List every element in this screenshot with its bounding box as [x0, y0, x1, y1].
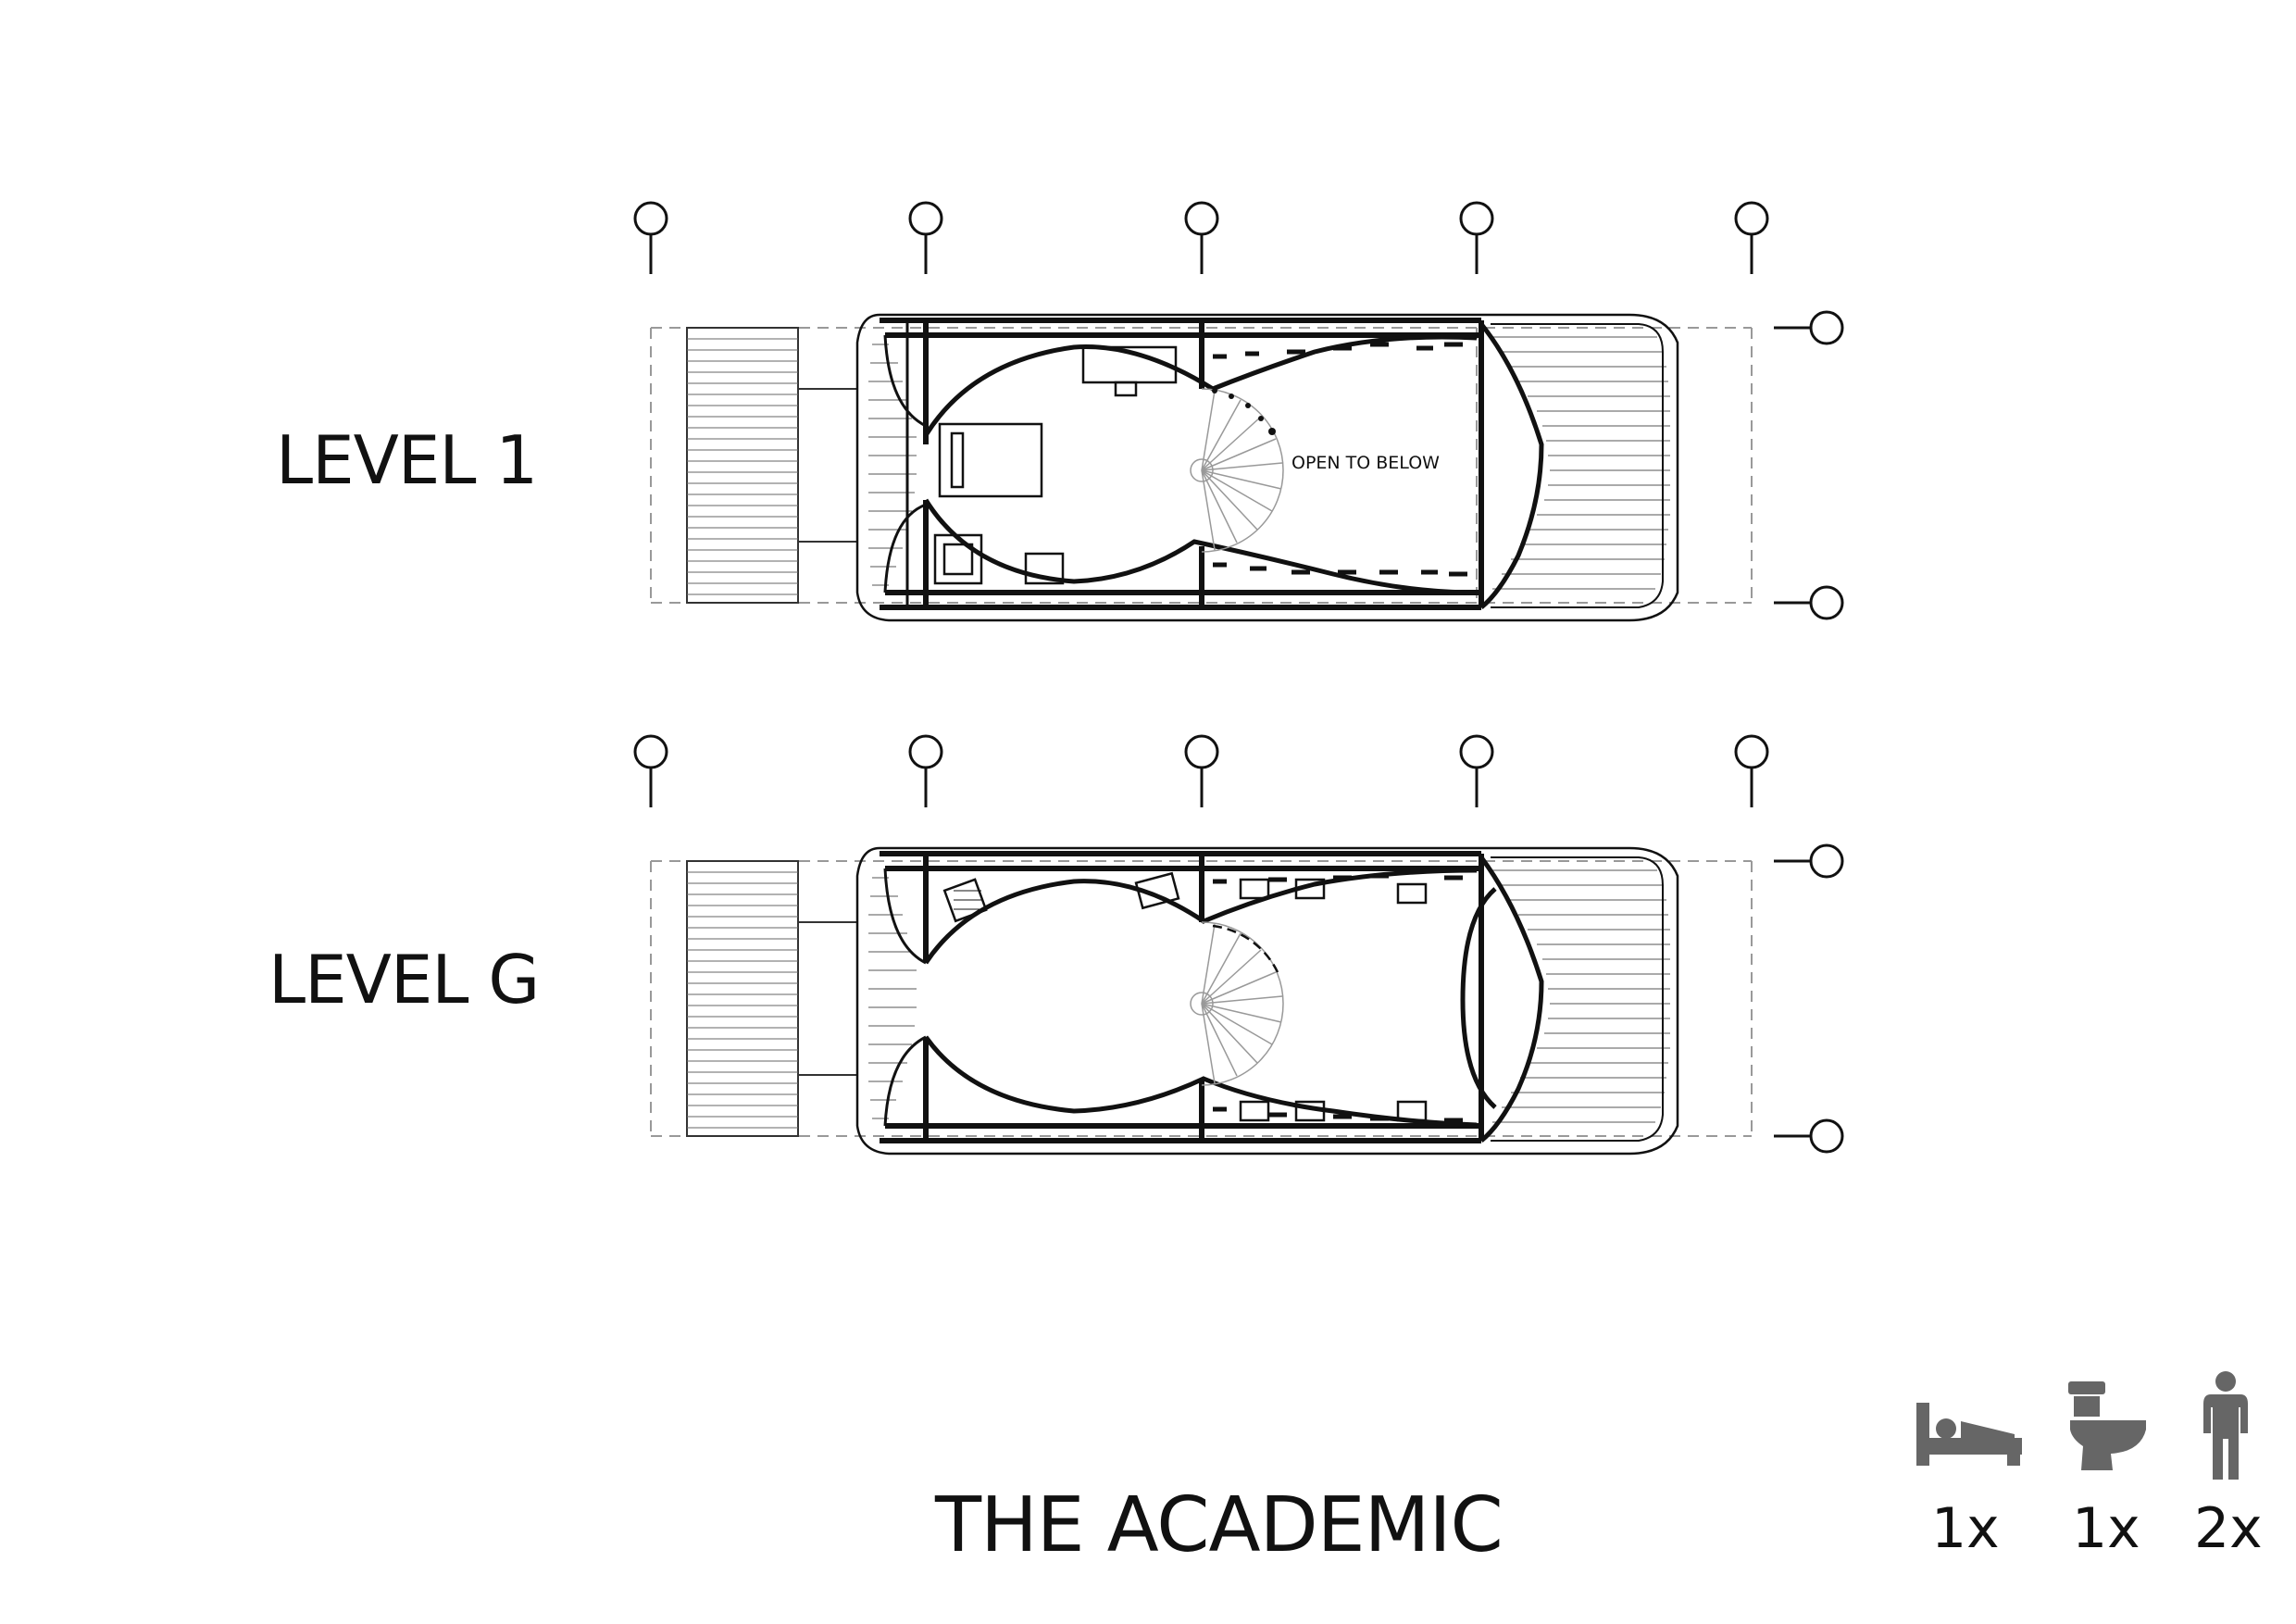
person-count: 2x [2194, 1496, 2263, 1561]
level-1-grid-markers [633, 201, 1844, 620]
level-1-furniture [933, 345, 1178, 585]
plan-title: THE ACADEMIC [935, 1481, 1504, 1569]
level-g-label: LEVEL G [268, 941, 540, 1018]
level-g-shelves [1213, 873, 1463, 1123]
bed-icon [1916, 1403, 2022, 1466]
level-g-furniture [942, 871, 1428, 1122]
level-1-deck [1491, 336, 1670, 590]
toilet-icon [2068, 1381, 2146, 1470]
level-1-label: LEVEL 1 [276, 421, 538, 499]
level-1-railing [1212, 388, 1276, 435]
level-1-gangway-hatch [687, 338, 798, 595]
level-g-interior-walls [923, 856, 1544, 1143]
toilet-count: 1x [2072, 1496, 2140, 1561]
level-1-shelves [1213, 342, 1467, 577]
open-to-below-label: OPEN TO BELOW [1292, 453, 1440, 473]
level-g-deck [1491, 869, 1670, 1123]
level-g-structure [880, 851, 1484, 1143]
level-g-grill-hatch [954, 890, 981, 910]
person-icon [2203, 1371, 2248, 1480]
level-1-grid-dashes [650, 327, 1753, 604]
level-g-gangway-hatch [687, 871, 798, 1129]
level-1-structure [880, 318, 1484, 610]
level-1-bow-deck [868, 344, 917, 586]
level-g-grid-markers [633, 734, 1844, 1154]
level-g-hull [855, 846, 1679, 1156]
level-g-stair-rail [1212, 924, 1279, 973]
level-g-grid-dashes [650, 860, 1753, 1137]
level-1-hull [855, 313, 1679, 622]
level-1-spiral-stair [1190, 388, 1284, 553]
bed-count: 1x [1931, 1496, 2000, 1561]
level-g-spiral-stair [1190, 921, 1284, 1086]
level-1-interior-walls [923, 322, 1544, 609]
